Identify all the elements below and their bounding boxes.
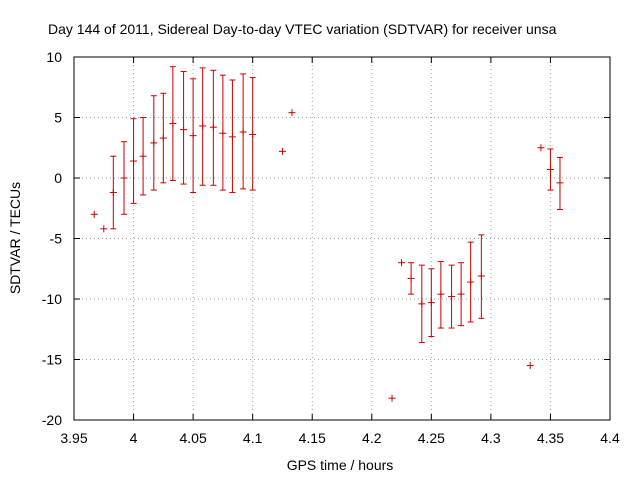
data-point (199, 122, 207, 130)
x-tick-label: 4.35 (537, 430, 564, 446)
data-point (526, 362, 534, 370)
data-point (418, 300, 426, 308)
data-point (467, 278, 475, 286)
y-tick-label: -15 (42, 352, 62, 368)
data-point (228, 133, 236, 141)
x-tick-label: 4.05 (179, 430, 206, 446)
data-point (457, 290, 465, 298)
data-point (288, 109, 296, 117)
y-tick-label: 0 (54, 170, 62, 186)
data-point (189, 132, 197, 140)
data-point (448, 293, 456, 301)
data-point (130, 157, 138, 165)
x-tick-label: 4.25 (418, 430, 445, 446)
x-tick-label: 4.4 (600, 430, 620, 446)
x-tick-label: 4.2 (362, 430, 382, 446)
data-point (388, 394, 396, 402)
x-tick-label: 4.1 (243, 430, 263, 446)
data-point (278, 147, 286, 155)
x-axis-label: GPS time / hours (287, 457, 394, 473)
data-point (120, 174, 128, 182)
data-point (437, 290, 445, 298)
data-point (139, 152, 147, 160)
y-tick-label: -20 (42, 412, 62, 428)
data-series (90, 66, 564, 402)
y-tick-label: -5 (50, 231, 63, 247)
data-point (556, 179, 564, 187)
plot-frame (73, 56, 611, 421)
data-point (209, 123, 217, 131)
data-point (219, 129, 227, 137)
data-point (407, 274, 415, 282)
x-tick-label: 3.95 (60, 430, 87, 446)
data-point (159, 134, 167, 142)
data-point (169, 120, 177, 128)
data-point (180, 126, 188, 134)
data-point (537, 144, 545, 152)
y-tick-label: -10 (42, 291, 62, 307)
data-point (546, 166, 554, 174)
data-point (109, 189, 117, 197)
data-point (100, 225, 108, 233)
data-point (477, 272, 485, 280)
y-tick-label: 5 (54, 110, 62, 126)
data-point (239, 128, 247, 136)
x-tick-label: 4.3 (481, 430, 501, 446)
x-tick-label: 4.15 (299, 430, 326, 446)
data-point (150, 139, 158, 147)
data-point (427, 299, 435, 307)
y-axis-label: SDTVAR / TECUs (7, 182, 23, 294)
chart-title: Day 144 of 2011, Sidereal Day-to-day VTE… (48, 21, 557, 37)
x-tick-label: 4 (130, 430, 138, 446)
data-point (398, 259, 406, 267)
data-point (90, 210, 98, 218)
data-point (249, 130, 257, 138)
axis-ticks: 3.95 4 4.05 4.1 4.15 4.2 4.25 4.3 4.35 4.4 -20 -15 -… (42, 49, 620, 446)
y-tick-label: 10 (46, 49, 62, 65)
